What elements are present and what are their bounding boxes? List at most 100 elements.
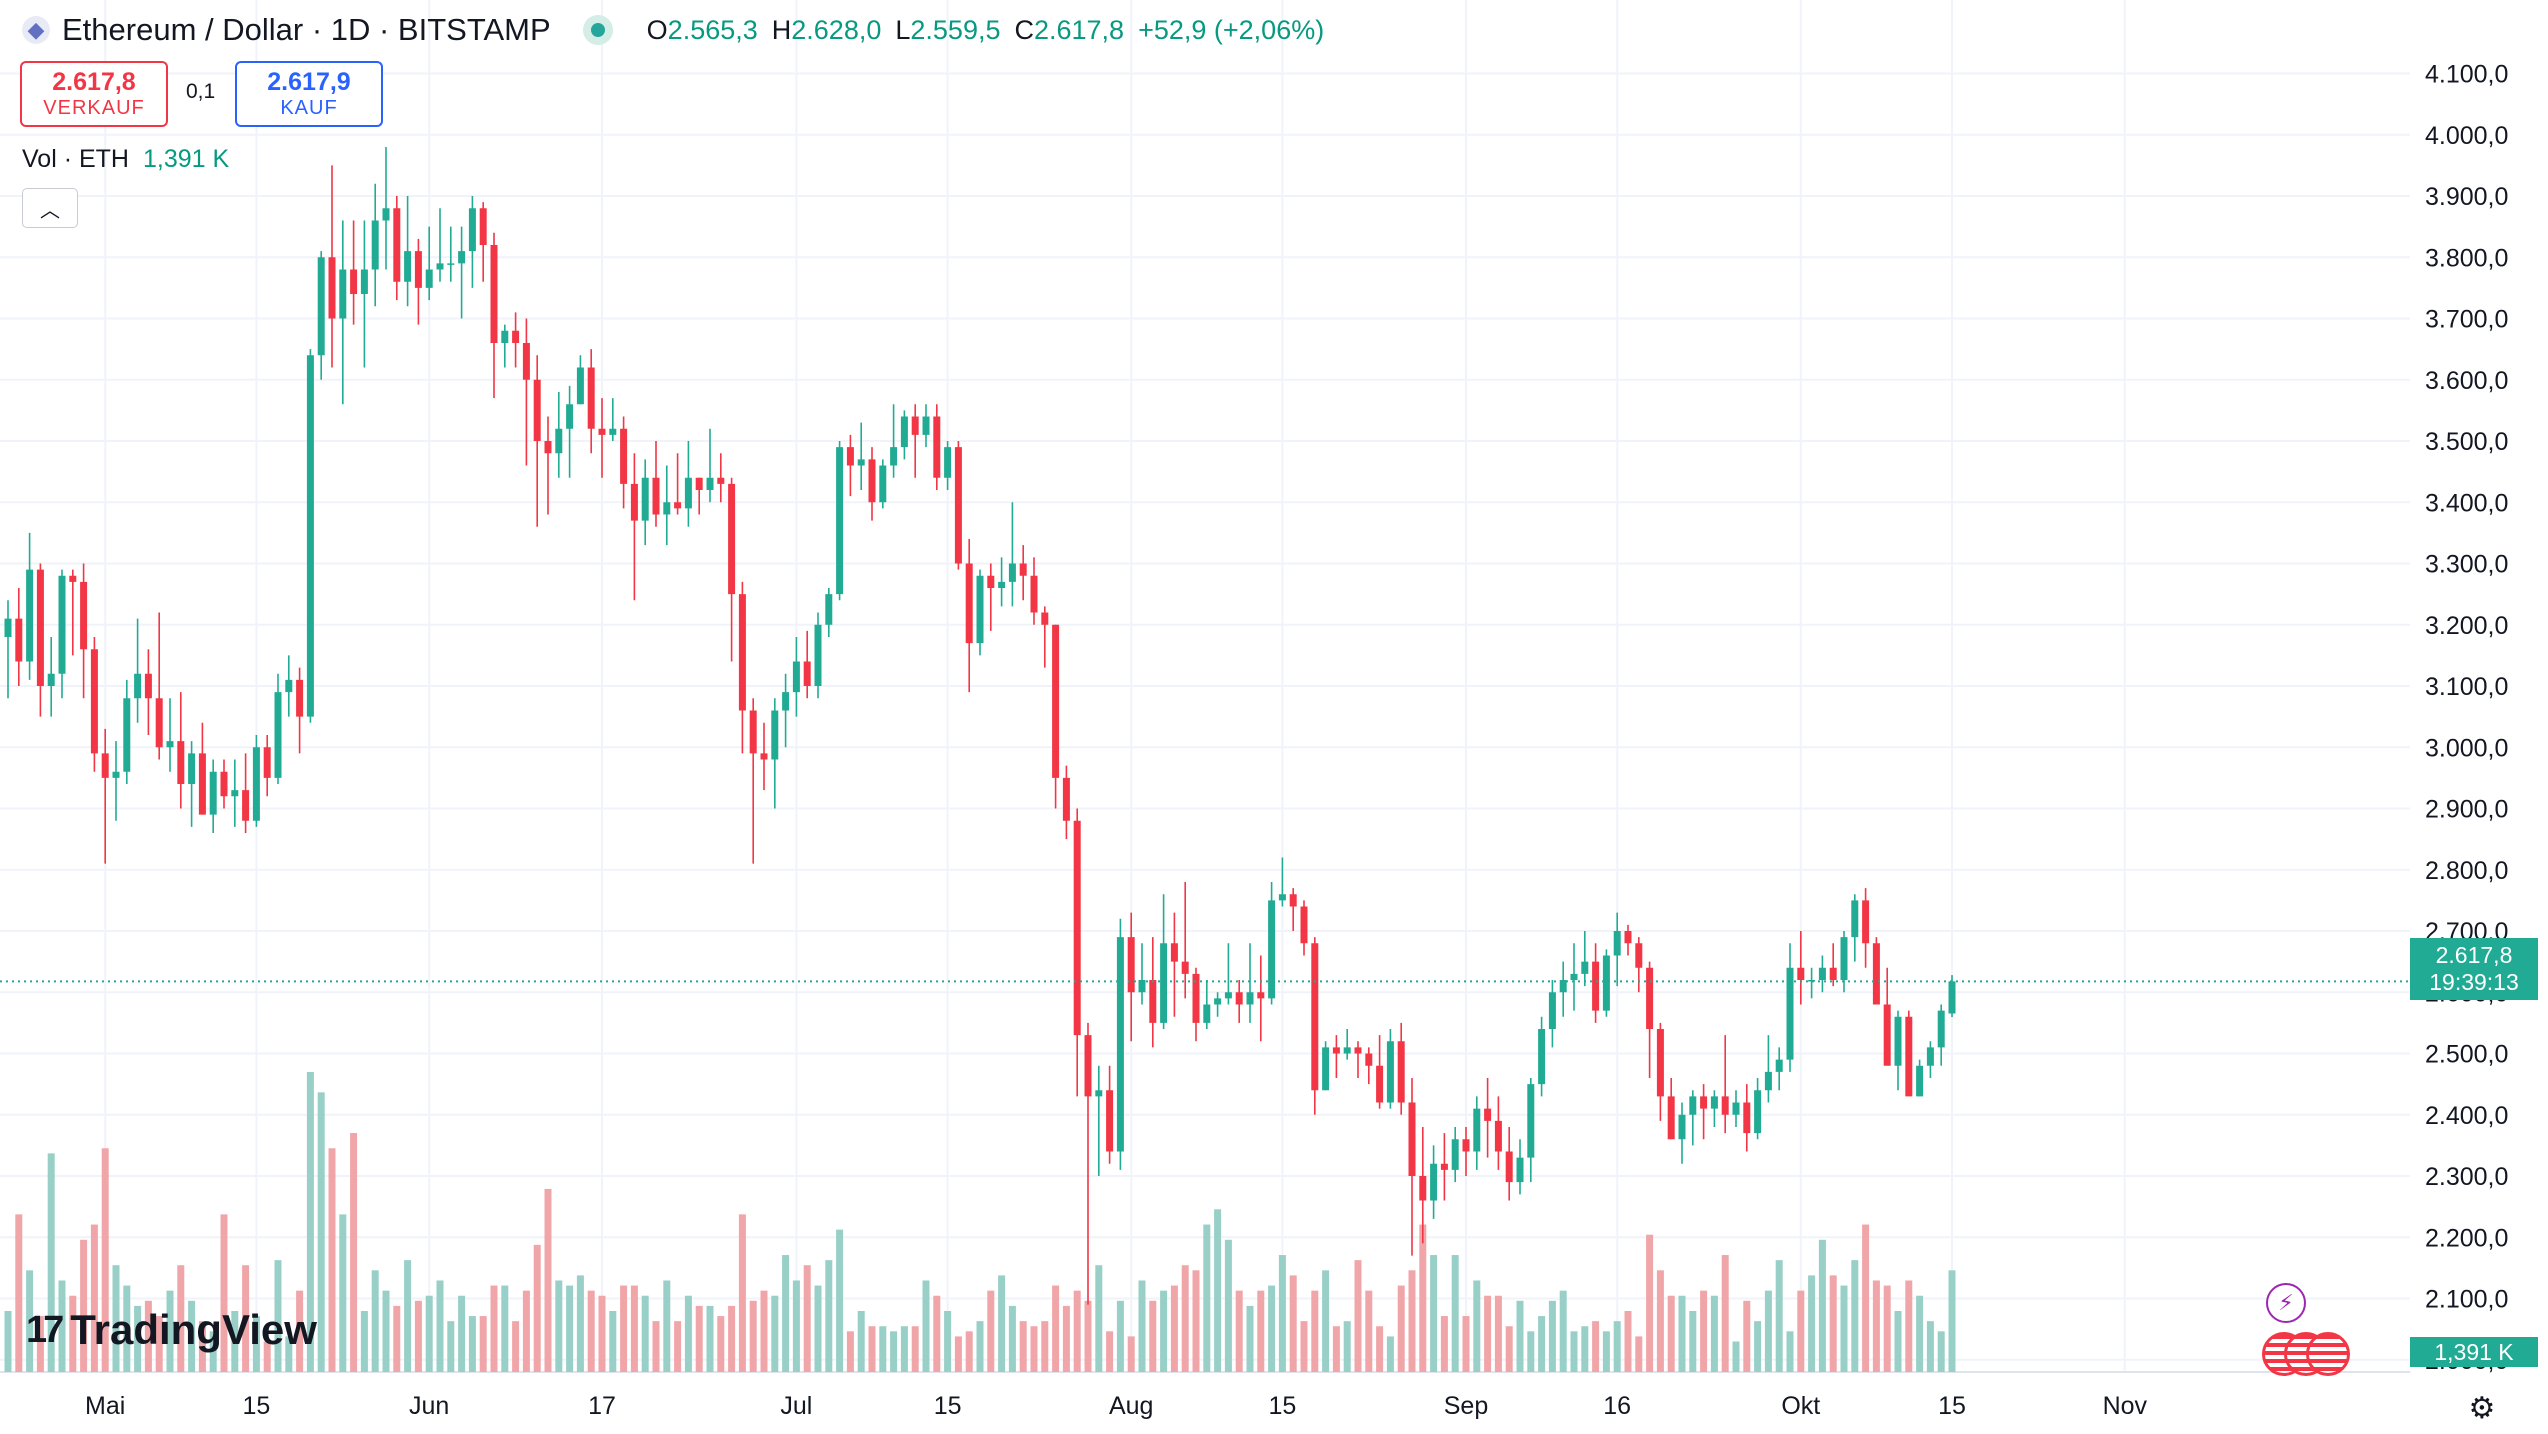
candle-body bbox=[1160, 943, 1168, 1023]
symbol-header[interactable]: ◆ Ethereum / Dollar · 1D · BITSTAMP O2.5… bbox=[22, 10, 1324, 50]
volume-bar bbox=[1408, 1270, 1416, 1372]
volume-bar bbox=[144, 1300, 152, 1372]
candle-body bbox=[512, 330, 520, 343]
volume-bar bbox=[447, 1321, 455, 1372]
candle-body bbox=[1494, 1120, 1502, 1152]
collapse-legend-button[interactable]: ︿ bbox=[22, 188, 78, 228]
volume-bar bbox=[630, 1285, 638, 1372]
candle-body bbox=[15, 618, 23, 662]
candle-body bbox=[933, 416, 941, 478]
candle-body bbox=[1916, 1065, 1924, 1097]
volume-bar bbox=[954, 1336, 962, 1372]
volume-label: 1,391 K bbox=[2410, 1337, 2538, 1367]
candle-body bbox=[1376, 1065, 1384, 1103]
candle-body bbox=[112, 771, 120, 778]
sell-button[interactable]: 2.617,8 VERKAUF bbox=[20, 61, 168, 127]
candle-body bbox=[944, 447, 952, 478]
volume-bar bbox=[198, 1321, 206, 1372]
candle-body bbox=[436, 263, 444, 270]
candle-body bbox=[1894, 1016, 1902, 1066]
candle-body bbox=[544, 441, 552, 454]
y-tick-label: 3.500,0 bbox=[2425, 428, 2508, 456]
time-axis[interactable]: Mai 15 Jun 17 Jul 15 Aug 15 Sep 16 Okt 15 Nov bbox=[85, 1392, 2147, 1420]
price-axis[interactable]: 4.100,0 4.000,0 3.900,0 3.800,0 3.700,0 3.600… bbox=[2425, 61, 2508, 1375]
candle-body bbox=[663, 502, 671, 515]
lightning-icon[interactable]: ⚡ bbox=[2266, 1283, 2306, 1323]
volume-bar bbox=[1430, 1255, 1438, 1372]
volume-legend[interactable]: Vol · ETH 1,391 K bbox=[22, 145, 230, 173]
gear-icon[interactable]: ⚙ bbox=[2468, 1391, 2496, 1425]
volume-bar bbox=[1268, 1285, 1276, 1372]
volume-bar bbox=[123, 1285, 131, 1372]
candle-body bbox=[1408, 1102, 1416, 1176]
candle-body bbox=[803, 661, 811, 686]
volume-bar bbox=[1570, 1331, 1578, 1372]
volume-bar bbox=[1084, 1300, 1092, 1372]
volume-bar bbox=[1764, 1290, 1772, 1372]
economic-events[interactable] bbox=[2262, 1332, 2350, 1376]
volume-bar bbox=[1829, 1275, 1837, 1372]
candle-body bbox=[188, 753, 196, 784]
candle-body bbox=[425, 269, 433, 288]
x-tick-label: 15 bbox=[1268, 1392, 1296, 1420]
candle-body bbox=[598, 428, 606, 435]
volume-bar bbox=[587, 1290, 595, 1372]
candle-body bbox=[1527, 1084, 1535, 1158]
volume-bar bbox=[1322, 1270, 1330, 1372]
candle-body bbox=[814, 624, 822, 686]
candle-body bbox=[393, 208, 401, 282]
candle-body bbox=[1289, 894, 1297, 907]
volume-bar bbox=[1743, 1300, 1751, 1372]
symbol-title[interactable]: Ethereum / Dollar · 1D · BITSTAMP bbox=[62, 12, 551, 47]
buy-button[interactable]: 2.617,9 KAUF bbox=[235, 61, 383, 127]
volume-bar bbox=[641, 1295, 649, 1372]
volume-bar bbox=[242, 1265, 250, 1372]
x-tick-label: 15 bbox=[934, 1392, 962, 1420]
candle-body bbox=[1278, 894, 1286, 901]
volume-bar bbox=[533, 1244, 541, 1372]
y-tick-label: 3.700,0 bbox=[2425, 306, 2508, 334]
x-tick-label: Nov bbox=[2103, 1392, 2148, 1420]
volume-bar bbox=[26, 1270, 34, 1372]
y-tick-label: 2.400,0 bbox=[2425, 1102, 2508, 1130]
volume-bar bbox=[1851, 1260, 1859, 1372]
candle-body bbox=[101, 753, 109, 778]
candle-body bbox=[922, 416, 930, 435]
volume-bar bbox=[306, 1072, 314, 1372]
x-tick-label: Sep bbox=[1444, 1392, 1488, 1420]
candle-body bbox=[555, 428, 563, 454]
y-tick-label: 4.000,0 bbox=[2425, 122, 2508, 150]
candle-body bbox=[144, 673, 152, 699]
us-flag-icon[interactable] bbox=[2306, 1332, 2350, 1376]
candle-body bbox=[1322, 1047, 1330, 1091]
candle-body bbox=[1905, 1016, 1913, 1097]
volume-bar bbox=[501, 1285, 509, 1372]
candle-body bbox=[1311, 943, 1319, 1091]
y-tick-label: 3.600,0 bbox=[2425, 367, 2508, 395]
volume-bars bbox=[4, 1072, 1956, 1372]
volume-bar bbox=[1116, 1300, 1124, 1372]
volume-bar bbox=[760, 1290, 768, 1372]
candle-body bbox=[846, 447, 854, 466]
volume-bar bbox=[1818, 1239, 1826, 1372]
volume-bar bbox=[155, 1316, 163, 1372]
volume-bar bbox=[890, 1331, 898, 1372]
candle-body bbox=[1592, 961, 1600, 1011]
chart-grid bbox=[0, 0, 2410, 1373]
tradingview-logo[interactable]: 17 TradingView bbox=[26, 1306, 317, 1353]
candle-body bbox=[728, 483, 736, 595]
volume-bar bbox=[1203, 1224, 1211, 1372]
candle-body bbox=[479, 208, 487, 245]
candle-body bbox=[1559, 980, 1567, 993]
candle-body bbox=[47, 673, 55, 686]
candle-body bbox=[1797, 967, 1805, 980]
volume-bar bbox=[976, 1321, 984, 1372]
volume-bar bbox=[620, 1285, 628, 1372]
candle-body bbox=[360, 269, 368, 294]
volume-bar bbox=[911, 1326, 919, 1372]
candle-body bbox=[1419, 1176, 1427, 1201]
candle-body bbox=[263, 747, 271, 778]
market-open-icon bbox=[582, 15, 613, 45]
volume-bar bbox=[1052, 1285, 1060, 1372]
